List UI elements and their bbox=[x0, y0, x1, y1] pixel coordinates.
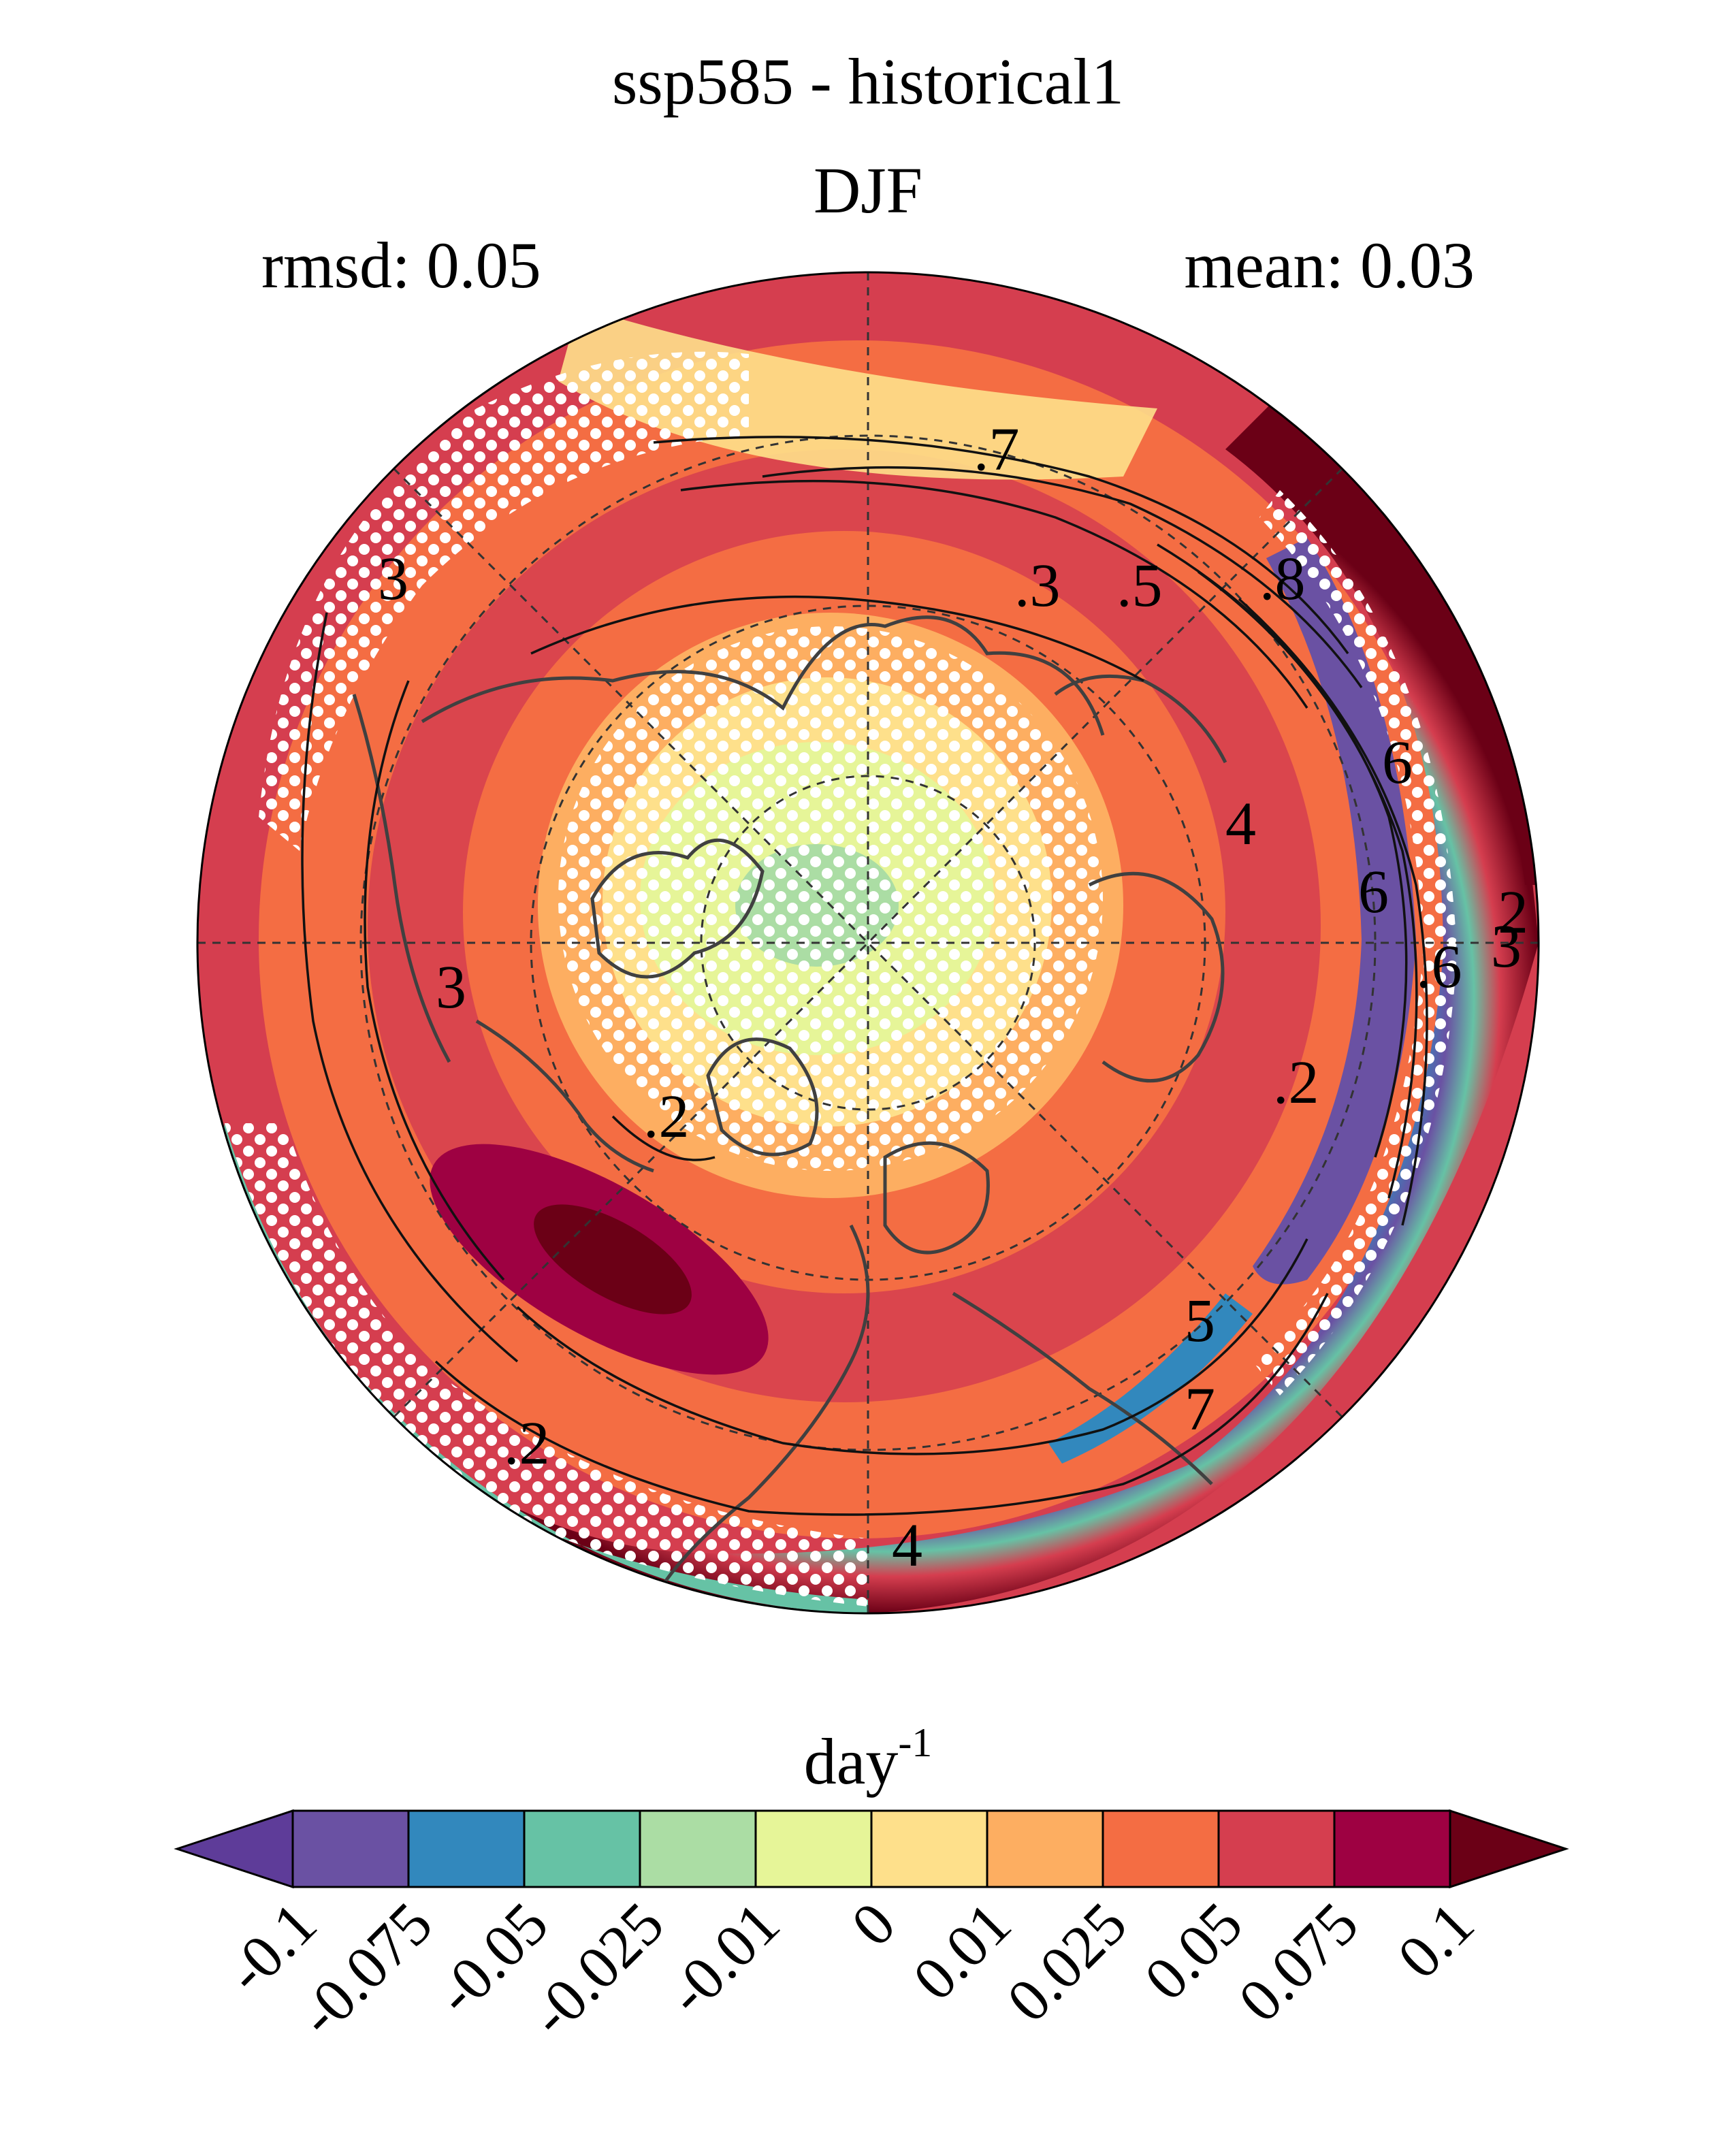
colorbar-box bbox=[1333, 1809, 1451, 1888]
colorbar-box bbox=[870, 1809, 988, 1888]
colorbar-tick-label: 0.1 bbox=[1385, 1890, 1488, 1992]
stipple-south bbox=[225, 1123, 868, 1607]
svg-text:.3: .3 bbox=[1014, 552, 1061, 619]
colorbar-box bbox=[639, 1809, 757, 1888]
svg-text:2: 2 bbox=[1498, 879, 1528, 946]
colorbar-tick-label: 0 bbox=[839, 1890, 908, 1959]
colorbar-box bbox=[523, 1809, 641, 1888]
svg-text:.7: .7 bbox=[974, 416, 1020, 483]
svg-text:3: 3 bbox=[436, 954, 466, 1021]
field-pacific-core bbox=[534, 1204, 692, 1314]
colorbar-box bbox=[291, 1809, 410, 1888]
stipple-northwest bbox=[259, 351, 749, 851]
colorbar-tick-label: -0.075 bbox=[286, 1890, 445, 2049]
svg-text:.2: .2 bbox=[1273, 1049, 1319, 1116]
svg-text:6: 6 bbox=[1382, 729, 1413, 796]
mean-label: mean: 0.03 bbox=[1184, 229, 1475, 302]
stipple-arctic bbox=[558, 626, 1103, 1171]
colorbar-tick-label: 0.075 bbox=[1226, 1890, 1371, 2035]
colorbar-box bbox=[754, 1809, 873, 1888]
svg-text:4: 4 bbox=[892, 1512, 922, 1579]
svg-text:7: 7 bbox=[1185, 1376, 1215, 1443]
stipple-east bbox=[1253, 490, 1457, 1395]
svg-text:.6: .6 bbox=[1416, 933, 1462, 1001]
units-base: day bbox=[803, 1725, 899, 1798]
contours bbox=[301, 436, 1428, 1516]
svg-text:3: 3 bbox=[1491, 913, 1522, 980]
map-boundary bbox=[196, 271, 1540, 1615]
plot-title: ssp585 - historical1 bbox=[612, 45, 1124, 118]
svg-text:.8: .8 bbox=[1259, 545, 1306, 613]
svg-text:.5: .5 bbox=[1116, 552, 1163, 619]
units-exponent: -1 bbox=[898, 1720, 933, 1765]
coastlines bbox=[352, 615, 1227, 1601]
field-blue-min bbox=[1253, 538, 1416, 1285]
colorbar-tick-label: -0.01 bbox=[655, 1890, 793, 2028]
colorbar-box bbox=[407, 1809, 526, 1888]
svg-text:.2: .2 bbox=[504, 1410, 550, 1477]
colorbar-extend-low bbox=[174, 1809, 294, 1889]
svg-text:5: 5 bbox=[1185, 1287, 1215, 1355]
colorbar-extend-high bbox=[1449, 1809, 1569, 1889]
contour-labels: .7 .3 .5 .8 3 6 6 .6 .2 .2 3 .2 5 4 7 4 … bbox=[378, 416, 1528, 1579]
svg-text:6: 6 bbox=[1358, 858, 1389, 926]
colorbar-box bbox=[1217, 1809, 1336, 1888]
svg-text:4: 4 bbox=[1225, 790, 1256, 858]
colorbar-tick-label: 0.025 bbox=[995, 1890, 1140, 2035]
rmsd-label: rmsd: 0.05 bbox=[261, 229, 541, 302]
colorbar-units: day-1 bbox=[0, 1722, 1736, 1794]
colorbar-tick-label: -0.025 bbox=[517, 1890, 677, 2049]
colorbar-labels: -0.1-0.075-0.05-0.025-0.01 00.010.0250.05… bbox=[213, 1890, 1487, 2049]
colorbar-boxes bbox=[174, 1809, 1569, 1889]
svg-text:.2: .2 bbox=[643, 1083, 690, 1150]
colorbar-box bbox=[1102, 1809, 1220, 1888]
season-label: DJF bbox=[813, 154, 923, 227]
svg-text:3: 3 bbox=[378, 545, 408, 613]
colorbar-box bbox=[986, 1809, 1104, 1888]
field-blue-lobe bbox=[1048, 1293, 1253, 1464]
